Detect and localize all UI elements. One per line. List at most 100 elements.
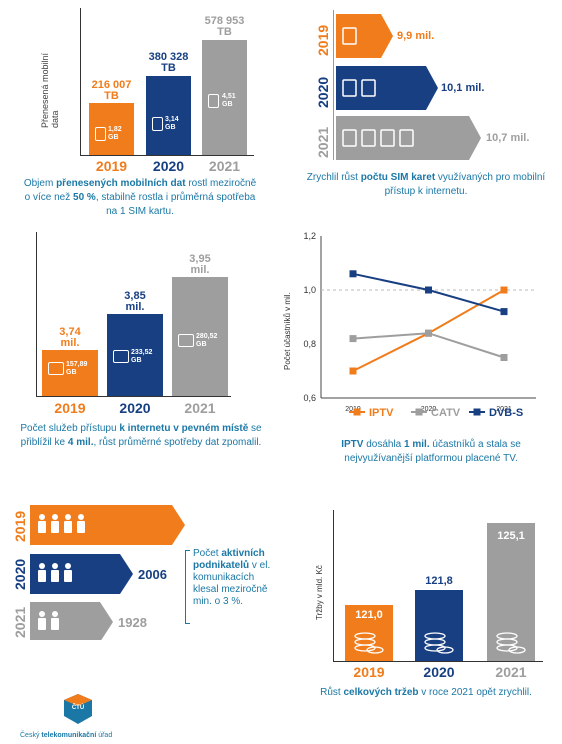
- person-icon: [77, 514, 85, 533]
- data-point-iptv: [500, 286, 508, 294]
- value-2019: 2068: [147, 517, 176, 532]
- bar-value-2021: 125,1: [497, 530, 525, 542]
- y-axis-label: Přenesená mobilní data: [40, 52, 60, 128]
- caption: Počet služeb přístupu k internetu v pevn…: [20, 423, 262, 448]
- caption: Zrychlil růst počtu SIM karet využívanýc…: [306, 172, 546, 197]
- caption: Růst celkových tržeb v roce 2021 opět zr…: [320, 687, 532, 698]
- ctu-logo: ČTÚ Český telekomunikační úřad: [20, 688, 130, 744]
- data-point-dvb-s: [500, 308, 508, 316]
- arrow-bars: [336, 14, 481, 160]
- sim-icon: [95, 127, 106, 141]
- legend-label: IPTV: [369, 407, 394, 419]
- year-2021: 2021: [184, 400, 216, 416]
- bar-value-2021: 3,95 mil.: [189, 253, 211, 276]
- legend-marker: [415, 408, 423, 416]
- person-icon: [38, 514, 46, 533]
- x-tick-label: 2020: [421, 406, 437, 413]
- x-tick-label: 2019: [345, 406, 361, 413]
- panel-businesses: 2019 2020 2021 2068 2006 1928 Počet akti…: [0, 490, 281, 640]
- caption: IPTV dosáhla 1 mil. účastníků a stala se…: [341, 439, 521, 464]
- person-icon: [51, 611, 59, 630]
- x-axis-line: [80, 155, 254, 156]
- data-point-dvb-s: [425, 286, 432, 294]
- bar-2019: [89, 103, 134, 155]
- y-tick-label: 1,0: [303, 285, 316, 295]
- sim-icon: [380, 129, 395, 147]
- bar-2021: [202, 40, 247, 155]
- logo-name: Český telekomunikační úřad: [20, 732, 113, 739]
- year-2021: 2021: [208, 158, 241, 174]
- value-2020: 2006: [138, 567, 167, 582]
- axis-line: [333, 10, 334, 160]
- person-icon: [38, 611, 46, 630]
- series-line-catv: [352, 332, 505, 359]
- caption: Počet aktivních podnikatelů v el. komuni…: [193, 548, 271, 607]
- sim-icon: [361, 79, 376, 97]
- data-point-iptv: [349, 367, 357, 375]
- panel-tv-platforms: 0,6 0,8 1,0 1,2 2019 2020 2021 IPTV CATV DVB-S Po…: [281, 230, 562, 470]
- coins-icon: [496, 632, 518, 640]
- y-axis-label: Počet účastníků v mil.: [283, 292, 292, 370]
- per-sim-2020: 3,14 GB: [165, 116, 179, 131]
- bar-value-2020: 121,8: [425, 575, 453, 587]
- sim-icon: [208, 94, 219, 108]
- data-point-catv: [500, 354, 508, 361]
- year-2019: 2019: [353, 664, 385, 680]
- year-2021: 2021: [495, 664, 527, 680]
- arrow-2019: [336, 14, 393, 58]
- bar-2020: [146, 76, 191, 155]
- sim-icon: [361, 129, 376, 147]
- person-icon: [51, 514, 59, 533]
- y-tick-label: 0,6: [303, 393, 316, 403]
- panel-mobile-data: Přenesená mobilní data 216 007 TB 380 328…: [0, 0, 281, 230]
- sim-icon: [342, 129, 357, 147]
- per-sim-2019: 1,82 GB: [108, 126, 122, 141]
- legend-marker: [473, 408, 481, 416]
- sim-icon: [399, 129, 414, 147]
- person-icon: [64, 514, 72, 533]
- arrow-2020: [336, 66, 438, 110]
- y-tick-label: 1,2: [303, 231, 316, 241]
- x-axis-line: [333, 661, 543, 662]
- value-2021: 1928: [118, 615, 147, 630]
- sim-icon: [342, 79, 357, 97]
- sim-icon: [152, 117, 163, 131]
- arrow-2021: [336, 116, 481, 160]
- value-2019: 9,9 mil.: [397, 30, 435, 42]
- y-tick-label: 0,8: [303, 339, 316, 349]
- sim-icon: [342, 27, 357, 45]
- year-2019: 2019: [54, 400, 86, 416]
- person-icon: [64, 563, 72, 582]
- bar-value-2019: 216 007 TB: [91, 79, 132, 102]
- x-axis-line: [36, 396, 231, 397]
- bar-value-2020: 3,85 mil.: [124, 290, 146, 313]
- router-icon: [48, 362, 64, 375]
- caption-bracket: [185, 550, 190, 624]
- person-icon: [38, 563, 46, 582]
- person-icon: [51, 563, 59, 582]
- panel-fixed-internet: 3,74 mil. 3,85 mil. 3,95 mil. 157,89 GB 233,…: [0, 230, 281, 470]
- year-2019: 2019: [95, 158, 128, 174]
- per-user-2020: 233,52 GB: [131, 349, 153, 364]
- bar-2019: [42, 350, 98, 396]
- x-tick-label: 2021: [496, 406, 512, 413]
- arrow-bars: [30, 505, 185, 640]
- value-2020: 10,1 mil.: [441, 82, 485, 94]
- year-2020: 2020: [152, 158, 185, 174]
- panel-revenue: Tržby v mld. Kč 121,0 121,8 125,1 2019 2…: [281, 490, 562, 720]
- router-icon: [178, 334, 194, 347]
- bar-value-2019: 121,0: [355, 609, 383, 621]
- line-chart: 0,6 0,8 1,0 1,2 2019 2020 2021 IPTV CATV DVB-S: [303, 231, 536, 419]
- data-point-dvb-s: [349, 270, 357, 278]
- value-2021: 10,7 mil.: [486, 132, 530, 144]
- bar-2020: [415, 590, 463, 661]
- data-point-catv: [349, 335, 357, 343]
- bar-value-2019: 3,74 mil.: [59, 326, 81, 349]
- year-2020: 2020: [119, 400, 151, 416]
- year-2020: 2020: [423, 664, 455, 680]
- bar-2021: [172, 277, 228, 396]
- bar-value-2020: 380 328 TB: [148, 51, 189, 74]
- coins-icon: [354, 632, 376, 640]
- legend-marker: [353, 408, 361, 416]
- logo-mark-icon: [64, 694, 92, 724]
